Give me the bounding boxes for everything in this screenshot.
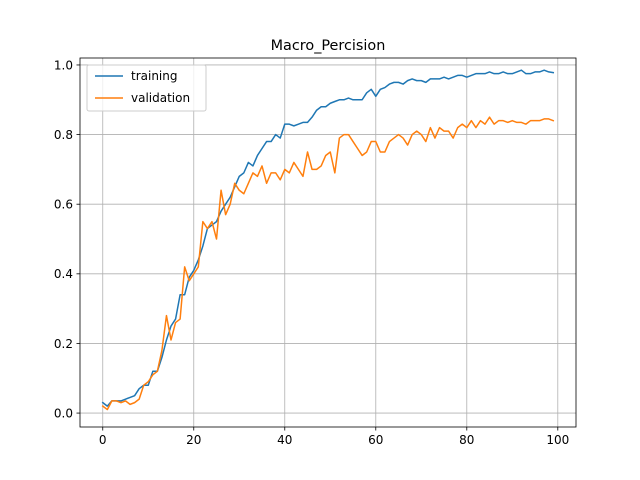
legend-label-validation: validation [131,91,190,105]
legend: training validation [86,64,207,112]
x-tick-label: 0 [99,433,107,447]
x-tick-label: 80 [459,433,474,447]
y-tick-label: 0.2 [54,337,73,351]
y-tick-label: 0.8 [54,128,73,142]
y-tick-label: 0.6 [54,198,73,212]
y-tick-label: 1.0 [54,58,73,72]
axis-ticks: 0 20 40 60 80 100 0.0 0.2 0.4 0.6 0.8 1.0 [54,58,569,447]
y-tick-label: 0.4 [54,267,73,281]
legend-label-training: training [131,69,178,83]
y-tick-label: 0.0 [54,406,73,420]
x-tick-label: 100 [546,433,569,447]
series-line-training [101,69,555,407]
plot-frame [79,57,577,428]
x-tick-label: 40 [277,433,292,447]
x-tick-label: 60 [368,433,383,447]
series-line-validation [101,116,555,411]
series-lines [101,69,555,411]
x-tick-label: 20 [186,433,201,447]
chart-title: Macro_Percision [271,38,386,54]
